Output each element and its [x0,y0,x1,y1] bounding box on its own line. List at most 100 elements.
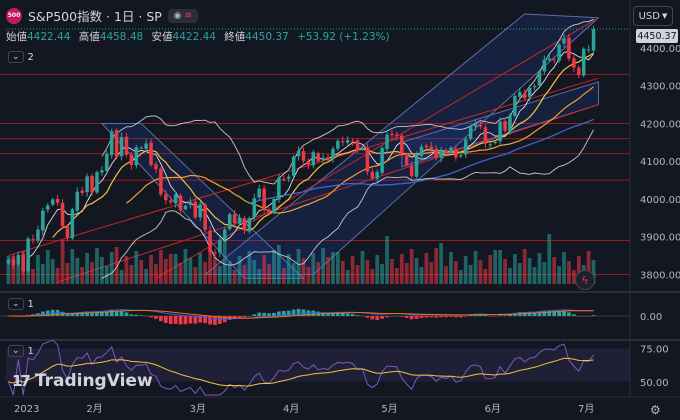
candle-body [36,229,40,241]
price-tick-label: 4100.00 [640,157,680,168]
macd-histogram-bar [114,311,119,316]
volume-bar [562,252,566,284]
sp500-logo: 500 [6,7,22,24]
macd-histogram-bar [296,308,301,316]
macd-histogram-bar [493,316,498,317]
macd-histogram-bar [331,313,335,316]
volume-bar [168,254,173,284]
macd-histogram-bar [454,316,458,318]
volume-bar [340,261,345,284]
rsi-pane-toggle[interactable]: ⌄ 1 [8,345,34,357]
candle-body [149,142,153,165]
macd-histogram-bar [291,309,296,316]
candle-body [360,148,365,150]
volume-bar [267,264,271,284]
volume-bar [95,248,99,284]
volume-bar [85,253,89,284]
macd-histogram-bar [350,314,355,316]
macd-histogram-bar [458,316,463,318]
volume-bar [336,252,340,284]
volume-bar [114,247,119,284]
candle-body [41,210,45,231]
candle-body [508,115,512,132]
macd-histogram-bar [581,315,586,317]
price-tick-label: 3800.00 [640,270,680,281]
macd-signal-line [8,309,594,319]
chevron-down-icon[interactable]: ⌄ [8,51,24,63]
open-value: 4422.44 [27,31,71,43]
macd-histogram-bar [576,316,581,317]
tradingview-logo-icon: 17 [12,372,31,390]
chevron-down-icon[interactable]: ⌄ [8,298,24,310]
macd-tick-label: 0.00 [640,312,662,323]
high-label: 高値 [78,31,100,43]
candle-body [109,131,114,156]
macd-histogram-bar [301,309,306,316]
volume-bar [144,269,148,284]
macd-histogram-bar [360,315,365,317]
trend-line [8,77,599,257]
macd-histogram-bar [188,316,193,324]
candle-body [429,146,434,150]
candle-body [321,157,325,161]
macd-histogram-bar [218,316,222,324]
macd-histogram-bar [65,313,70,316]
volume-bar [193,267,198,284]
macd-histogram-bar [488,315,493,317]
indicator-toggle[interactable]: ⌄ 2 [8,51,34,63]
x-tick-label: 3月 [190,403,206,415]
symbol-title[interactable]: S&P500指数 · 1日 · SP [28,9,162,24]
macd-pane-toggle[interactable]: ⌄ 1 [8,298,34,310]
candle-body [434,148,438,158]
macd-histogram-bar [468,315,473,316]
macd-histogram-bar [591,315,596,316]
volume-bar [365,260,370,284]
volume-bar [463,256,468,284]
volume-bar [129,265,134,284]
candle-body [70,209,75,239]
eye-icon[interactable]: ◉ [173,10,182,21]
macd-histogram-bar [163,316,168,323]
wave-icon[interactable]: ≋ [184,10,193,21]
x-tick-label: 7月 [578,403,594,415]
volume-bar [473,251,478,284]
volume-bar [242,265,247,284]
candle-body [365,147,370,172]
candle-body [296,151,301,157]
macd-histogram-bar [404,316,409,318]
volume-bar [385,236,389,284]
currency-selector[interactable]: USD ▼ [633,6,673,26]
macd-histogram-bar [90,312,94,316]
macd-histogram-bar [444,316,448,318]
gear-icon[interactable]: ⚙ [650,403,661,417]
volume-bar [252,260,257,284]
macd-histogram-bar [409,316,414,320]
volume-bar [311,253,316,284]
candle-body [350,141,355,143]
volume-bar [390,259,394,284]
visibility-toggle[interactable]: ◉ ≋ [167,8,198,23]
macd-histogram-bar [124,312,129,316]
price-tick-label: 4400.00 [640,44,680,55]
lightning-icon[interactable]: ϟ [575,270,595,290]
candle-body [385,134,389,150]
macd-histogram-bar [272,312,276,316]
candle-body [478,124,483,127]
macd-histogram-bar [213,316,217,325]
candle-body [537,71,542,86]
macd-histogram-bar [562,310,566,316]
candle-body [114,130,119,158]
volume-bar [80,267,85,284]
candle-body [105,154,109,172]
chevron-down-icon[interactable]: ⌄ [8,345,24,357]
volume-bar [296,249,301,284]
macd-histogram-bar [503,315,507,316]
candle-body [154,164,158,170]
volume-bar [449,252,453,284]
macd-histogram-bar [193,316,198,324]
volume-bar [399,254,404,284]
macd-histogram-bar [237,316,242,318]
volume-bar [11,256,16,284]
